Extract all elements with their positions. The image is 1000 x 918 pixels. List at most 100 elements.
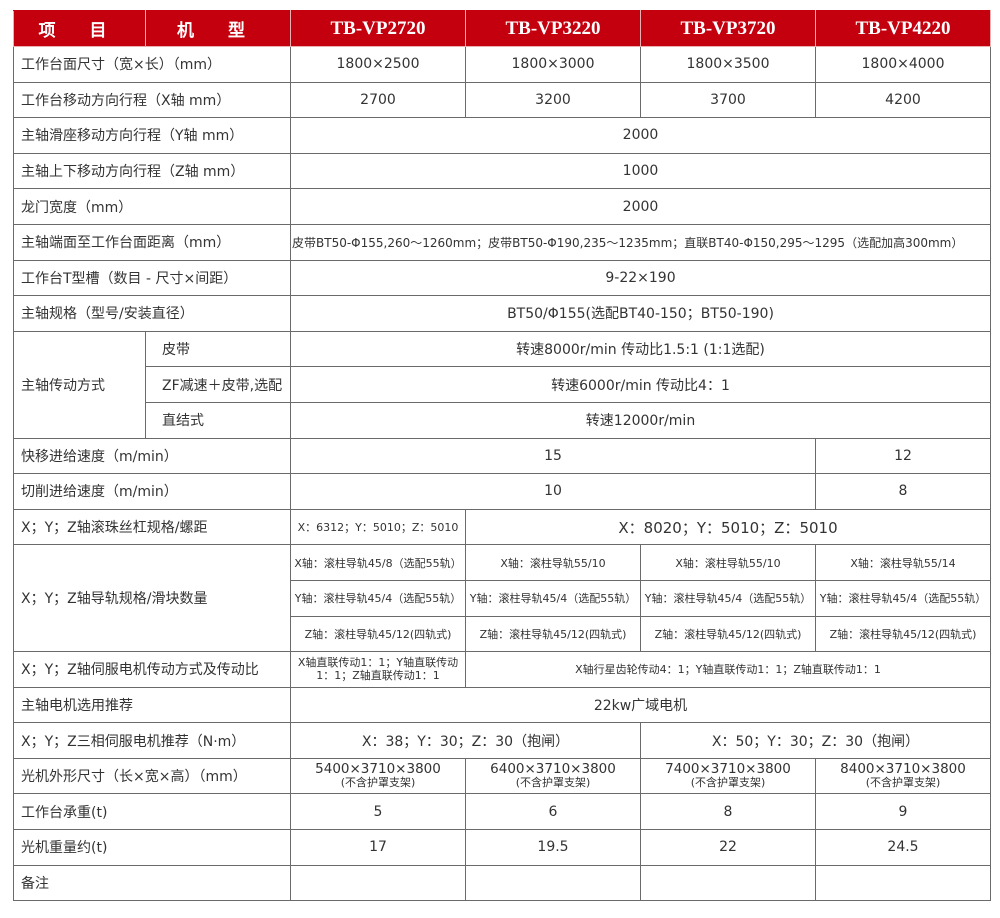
header-item: 项 目: [13, 10, 146, 47]
table-row: X；Y；Z轴导轨规格/滑块数量 X轴：滚柱导轨45/8（选配55轨） X轴：滚柱…: [13, 544, 991, 653]
cell: Y轴：滚柱导轨45/4（选配55轨）: [815, 579, 991, 617]
cell: X轴：滚柱导轨55/10: [465, 544, 641, 581]
spec-table: 项 目 机 型 TB-VP2720 TB-VP3220 TB-VP3720 TB…: [13, 10, 991, 902]
table-row: 备注: [13, 864, 991, 902]
table-row: 主轴滑座移动方向行程（Y轴 mm） 2000: [13, 117, 991, 154]
dimension-note: (不含护罩支架): [515, 776, 591, 790]
table-row: 主轴电机选用推荐 22kw广域电机: [13, 686, 991, 724]
cell: 22: [640, 829, 816, 866]
row-label: 主轴上下移动方向行程（Z轴 mm）: [13, 152, 291, 190]
cell: 15: [290, 437, 816, 475]
dimension-note: (不含护罩支架): [340, 776, 416, 790]
row-label: 工作台T型槽（数目 - 尺寸×间距）: [13, 259, 291, 297]
dimension-note: (不含护罩支架): [690, 776, 766, 790]
cell: 19.5: [465, 829, 641, 866]
dimension-value: 5400×3710×3800: [315, 761, 441, 778]
cell: 5400×3710×3800 (不含护罩支架): [290, 757, 466, 795]
row-label: 工作台移动方向行程（X轴 mm）: [13, 81, 291, 119]
cell: [640, 864, 816, 902]
table-row: 光机外形尺寸（长×宽×高）（mm） 5400×3710×3800 (不含护罩支架)…: [13, 757, 991, 795]
table-row: 切削进给速度（m/min） 10 8: [13, 473, 991, 510]
header-row: 项 目 机 型 TB-VP2720 TB-VP3220 TB-VP3720 TB…: [13, 10, 991, 47]
table-row: ZF减速＋皮带,选配 转速6000r/min 传动比4：1: [14, 366, 991, 403]
cell: Y轴：滚柱导轨45/4（选配55轨）: [640, 579, 816, 617]
row-label: 光机外形尺寸（长×宽×高）（mm）: [13, 757, 291, 795]
table-row: 主轴端面至工作台面距离（mm） 皮带BT50-Φ155,260～1260mm；皮…: [13, 223, 991, 261]
row-label: 切削进给速度（m/min）: [13, 473, 291, 510]
cell: 7400×3710×3800 (不含护罩支架): [640, 757, 816, 795]
cell: 5: [290, 793, 466, 831]
table-row: Z轴：滚柱导轨45/12(四轨式) Z轴：滚柱导轨45/12(四轨式) Z轴：滚…: [14, 615, 991, 653]
cell: 22kw广域电机: [290, 686, 991, 724]
table-row: 工作台面尺寸（宽×长）（mm） 1800×2500 1800×3000 1800…: [13, 46, 991, 83]
cell: 转速6000r/min 传动比4：1: [290, 366, 991, 403]
dimension-note: (不含护罩支架): [865, 776, 941, 790]
cell: Z轴：滚柱导轨45/12(四轨式): [640, 615, 816, 653]
model-3: TB-VP3720: [640, 10, 816, 47]
row-label: X；Y；Z轴导轨规格/滑块数量: [13, 544, 291, 653]
model-4: TB-VP4220: [815, 10, 991, 47]
cell: 12: [815, 437, 991, 475]
cell: Z轴：滚柱导轨45/12(四轨式): [465, 615, 641, 653]
table-row: 主轴上下移动方向行程（Z轴 mm） 1000: [13, 152, 991, 190]
row-label: 工作台承重(t): [13, 793, 291, 831]
cell: 6400×3710×3800 (不含护罩支架): [465, 757, 641, 795]
cell: 24.5: [815, 829, 991, 866]
row-label: X；Y；Z轴伺服电机传动方式及传动比: [13, 651, 291, 688]
cell: 6: [465, 793, 641, 831]
cell: X轴：滚柱导轨55/10: [640, 544, 816, 581]
row-label: 快移进给速度（m/min）: [13, 437, 291, 475]
cell: Y轴：滚柱导轨45/4（选配55轨）: [290, 579, 466, 617]
cell: X：8020；Y：5010；Z：5010: [465, 508, 991, 546]
cell: 1800×4000: [815, 46, 991, 83]
cell: 1000: [290, 152, 991, 190]
row-label: X；Y；Z三相伺服电机推荐（N·m）: [13, 722, 291, 759]
row-label: 主轴电机选用推荐: [13, 686, 291, 724]
cell: 3200: [465, 81, 641, 119]
cell: 9-22×190: [290, 259, 991, 297]
cell: X轴：滚柱导轨55/14: [815, 544, 991, 581]
table-row: 主轴规格（型号/安装直径） BT50/Φ155(选配BT40-150；BT50-…: [13, 295, 991, 332]
sub-label: ZF减速＋皮带,选配: [145, 366, 291, 403]
cell: 1800×3000: [465, 46, 641, 83]
row-label: X；Y；Z轴滚珠丝杠规格/螺距: [13, 508, 291, 546]
cell: X：6312；Y：5010；Z：5010: [290, 508, 466, 546]
cell: 2700: [290, 81, 466, 119]
table-row: X；Y；Z三相伺服电机推荐（N·m） X：38；Y：30；Z：30（抱闸） X：…: [13, 722, 991, 759]
row-label: 主轴传动方式: [13, 330, 146, 439]
row-label: 龙门宽度（mm）: [13, 188, 291, 225]
sub-label: 直结式: [145, 401, 291, 439]
cell: X：50；Y：30；Z：30（抱闸）: [640, 722, 991, 759]
dimension-value: 8400×3710×3800: [840, 761, 966, 778]
cell: 8400×3710×3800 (不含护罩支架): [815, 757, 991, 795]
cell: 17: [290, 829, 466, 866]
table-row: 工作台承重(t) 5 6 8 9: [13, 793, 991, 831]
cell: 8: [640, 793, 816, 831]
table-row: 光机重量约(t) 17 19.5 22 24.5: [13, 829, 991, 866]
sub-label: 皮带: [145, 330, 291, 368]
model-1: TB-VP2720: [290, 10, 466, 47]
table-row: X；Y；Z轴滚珠丝杠规格/螺距 X：6312；Y：5010；Z：5010 X：8…: [13, 508, 991, 546]
cell: Z轴：滚柱导轨45/12(四轨式): [290, 615, 466, 653]
cell: 2000: [290, 117, 991, 154]
cell: X轴行星齿轮传动4：1；Y轴直联传动1：1；Z轴直联传动1：1: [465, 651, 991, 688]
cell: 2000: [290, 188, 991, 225]
cell: BT50/Φ155(选配BT40-150；BT50-190): [290, 295, 991, 332]
cell: Y轴：滚柱导轨45/4（选配55轨）: [465, 579, 641, 617]
cell: 1800×2500: [290, 46, 466, 83]
cell: 转速8000r/min 传动比1.5:1 (1:1选配): [290, 330, 991, 368]
model-2: TB-VP3220: [465, 10, 641, 47]
dimension-value: 7400×3710×3800: [665, 761, 791, 778]
row-label: 备注: [13, 864, 291, 902]
table-row: X；Y；Z轴伺服电机传动方式及传动比 X轴直联传动1：1；Y轴直联传动1：1；Z…: [13, 651, 991, 688]
cell: 3700: [640, 81, 816, 119]
dimension-value: 6400×3710×3800: [490, 761, 616, 778]
table-row: 快移进给速度（m/min） 15 12: [13, 437, 991, 475]
cell: [465, 864, 641, 902]
table-row: 工作台移动方向行程（X轴 mm） 2700 3200 3700 4200: [13, 81, 991, 119]
cell: X轴：滚柱导轨45/8（选配55轨）: [290, 544, 466, 581]
row-label: 主轴端面至工作台面距离（mm）: [13, 223, 291, 261]
table-row: Y轴：滚柱导轨45/4（选配55轨） Y轴：滚柱导轨45/4（选配55轨） Y轴…: [14, 579, 991, 617]
cell: 9: [815, 793, 991, 831]
row-label: 光机重量约(t): [13, 829, 291, 866]
